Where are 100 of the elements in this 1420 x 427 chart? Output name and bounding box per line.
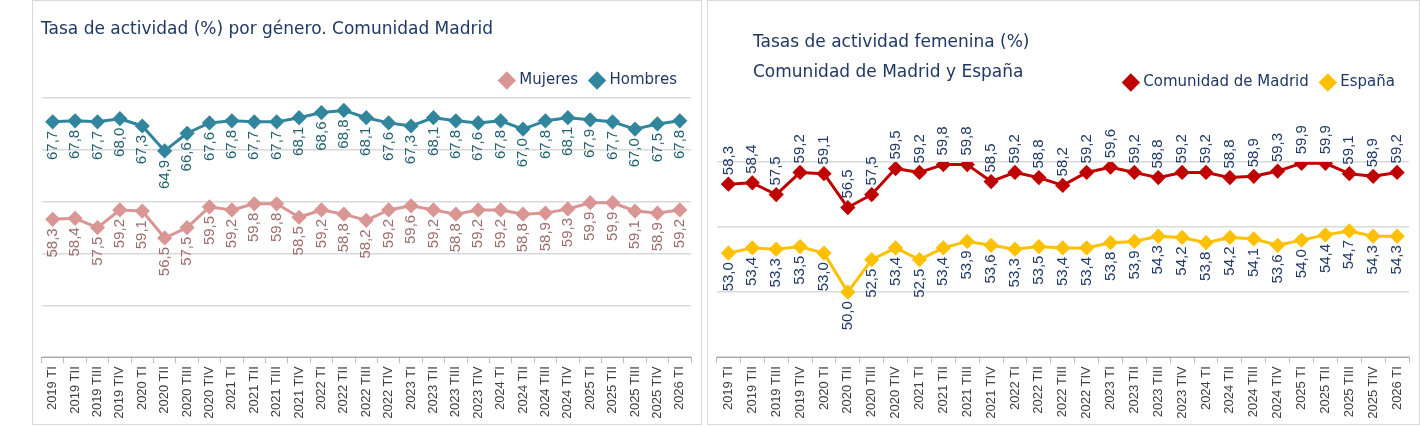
x-tick-label: 2020 TII (839, 366, 855, 414)
data-label: 53,4 (1052, 256, 1070, 287)
x-tick-label: 2020 TIII (863, 366, 879, 418)
data-label: 67,6 (378, 131, 396, 162)
data-label: 53,4 (885, 256, 903, 287)
x-tick-label: 2024 TII (514, 366, 530, 414)
data-label: 67,8 (65, 129, 83, 160)
point (912, 252, 927, 267)
point (1055, 178, 1070, 193)
data-label: 59,2 (490, 218, 508, 249)
point (840, 285, 855, 300)
data-label: 58,2 (356, 229, 374, 259)
point (1175, 165, 1190, 180)
point (721, 177, 736, 192)
x-tick-label: 2020 TIII (178, 366, 194, 418)
x-tick-label: 2023 TI (1102, 366, 1118, 411)
point (202, 199, 217, 214)
data-label: 59,2 (1387, 134, 1405, 164)
point (1103, 162, 1118, 175)
point (1031, 239, 1046, 254)
data-label: 59,2 (110, 218, 128, 249)
point (605, 114, 620, 129)
point (516, 122, 531, 137)
data-label: 52,5 (909, 268, 927, 298)
data-label: 67,7 (244, 130, 262, 161)
x-tick-label: 2021 TIV (982, 365, 998, 419)
x-tick-label: 2024 TII (1221, 366, 1237, 414)
x-tick-label: 2019 TII (66, 366, 82, 414)
point (336, 103, 351, 118)
point (1127, 234, 1142, 249)
legend-label: Hombres (609, 70, 678, 89)
data-label: 59,2 (790, 134, 808, 164)
data-label: 56,5 (154, 246, 172, 277)
x-tick-label: 2019 TIII (89, 366, 105, 418)
x-tick-label: 2021 TII (934, 366, 950, 414)
x-tick-label: 2020 TI (815, 366, 831, 411)
point (1079, 240, 1094, 255)
data-label: 58,4 (742, 144, 760, 174)
point (1031, 170, 1046, 185)
data-label: 67,8 (669, 129, 687, 160)
data-label: 58,9 (535, 222, 553, 252)
point (650, 116, 665, 131)
point (840, 200, 855, 215)
data-label: 54,7 (1339, 239, 1357, 270)
chart-title: Tasa de actividad (%) por género. Comunidad Madrid (41, 17, 493, 40)
x-tick-label: 2019 TIII (767, 366, 783, 418)
point (745, 240, 760, 255)
point (793, 239, 808, 254)
point (359, 213, 374, 228)
x-tick-label: 2022 TI (313, 366, 329, 411)
data-label: 67,0 (513, 138, 531, 168)
x-tick-label: 2020 TII (156, 366, 172, 414)
point (538, 206, 553, 221)
point (560, 201, 575, 216)
point (314, 202, 329, 217)
point (1342, 166, 1357, 181)
x-tick-label: 2022 TIV (1078, 365, 1094, 419)
data-label: 58,8 (1029, 139, 1047, 169)
point (628, 204, 643, 219)
point (1222, 230, 1237, 245)
data-label: 59,2 (1076, 134, 1094, 164)
point (1222, 170, 1237, 185)
data-label: 68,0 (110, 127, 128, 157)
data-label: 59,9 (602, 211, 620, 241)
data-label: 59,1 (132, 220, 150, 250)
data-label: 67,8 (445, 129, 463, 160)
data-label: 59,3 (1267, 132, 1285, 163)
data-label: 59,9 (1291, 125, 1309, 155)
x-tick-label: 2019 TI (44, 366, 60, 411)
point (247, 196, 262, 211)
point (1175, 230, 1190, 245)
point (769, 242, 784, 257)
x-tick-label: 2023 TIII (1149, 366, 1165, 418)
point (1007, 165, 1022, 180)
data-label: 59,2 (1124, 134, 1142, 164)
data-label: 53,9 (1124, 250, 1142, 280)
x-tick-label: 2024 TI (492, 366, 508, 411)
point (1366, 229, 1381, 244)
data-label: 59,8 (933, 126, 951, 156)
point (1127, 165, 1142, 180)
data-label: 59,2 (468, 218, 486, 249)
point (404, 198, 419, 213)
data-label: 67,3 (132, 135, 150, 165)
point (984, 238, 999, 253)
point (745, 175, 760, 190)
data-label: 59,2 (1172, 134, 1190, 164)
point (157, 143, 172, 158)
point (269, 196, 284, 211)
point (336, 207, 351, 222)
point (793, 165, 808, 180)
legend-label: Mujeres (519, 70, 579, 89)
point (224, 202, 239, 217)
point (45, 114, 60, 129)
data-label: 58,8 (1148, 139, 1166, 169)
data-label: 59,8 (266, 212, 284, 242)
x-tick-label: 2021 TIII (268, 366, 284, 418)
data-label: 59,2 (378, 218, 396, 249)
data-label: 54,3 (1363, 245, 1381, 275)
data-label: 54,2 (1220, 246, 1238, 276)
x-tick-label: 2021 TIII (958, 366, 974, 418)
